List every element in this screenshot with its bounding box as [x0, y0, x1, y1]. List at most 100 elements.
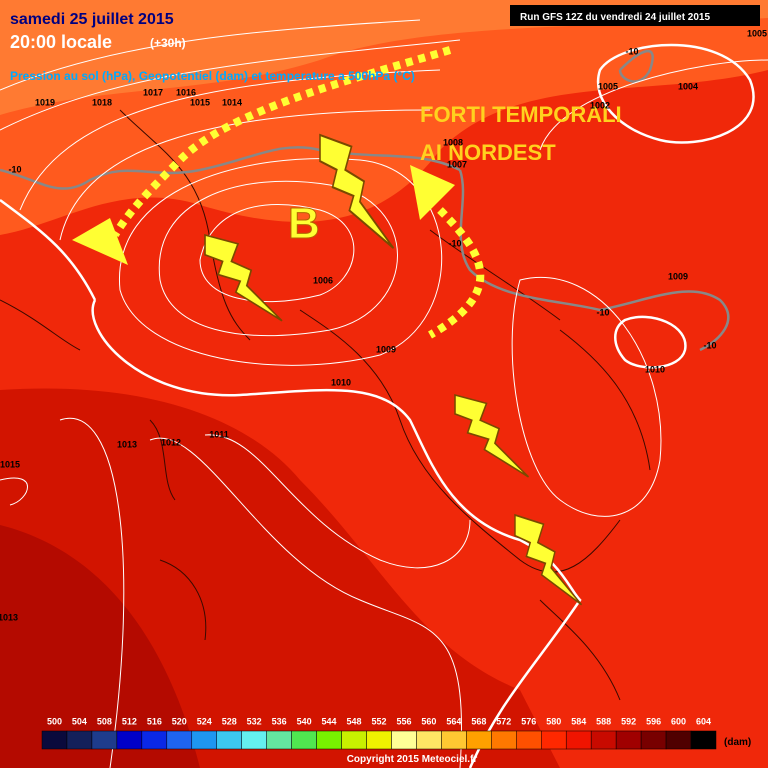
isobar-label: 1004: [678, 81, 698, 91]
scale-swatch: [241, 730, 267, 750]
scale-label: 568: [471, 716, 486, 726]
isobar-label: 1018: [92, 97, 112, 107]
scale-label: 544: [322, 716, 337, 726]
island-outline: [149, 419, 621, 701]
isobar-label: 1010: [645, 364, 665, 374]
coastline: [0, 109, 651, 573]
scale-label: 556: [396, 716, 411, 726]
warmer-zone: [0, 0, 768, 115]
scale-label: 572: [496, 716, 511, 726]
copyright: Copyright 2015 Meteociel.fr: [347, 754, 478, 765]
scale-label: 512: [122, 716, 137, 726]
isobar-label: 1014: [222, 97, 242, 107]
scale-swatch: [441, 730, 467, 750]
scale-swatch: [266, 730, 292, 750]
scale-swatch: [91, 730, 118, 750]
isobar-main: [614, 315, 687, 369]
isobar-label: 1009: [668, 271, 688, 281]
isobar: [0, 39, 461, 131]
scale-label: 576: [521, 716, 536, 726]
scale-swatch: [41, 730, 68, 750]
scale-label: 536: [272, 716, 287, 726]
scale-swatch: [366, 730, 392, 750]
arrows: [72, 46, 485, 339]
temperature-label: -10: [596, 307, 609, 317]
isobar: [158, 180, 398, 337]
isobar: [149, 437, 462, 768]
scale-label: 604: [696, 716, 711, 726]
temperature-label: -10: [8, 164, 21, 174]
scale-swatch: [590, 730, 617, 750]
low-pressure-marker: B: [288, 199, 320, 248]
isobar-main: [596, 43, 755, 144]
scale-label: 592: [621, 716, 636, 726]
scale-swatch: [416, 730, 442, 750]
isotherm: [618, 50, 654, 83]
scale-swatch: [391, 730, 417, 750]
isobar: [19, 69, 441, 211]
scale-swatch: [541, 730, 567, 750]
isobar-label: 1008: [443, 137, 463, 147]
isobar-label: 1017: [143, 87, 163, 97]
scale-label: 540: [297, 716, 312, 726]
scale-swatch: [690, 730, 717, 750]
isobar-label: 1005: [598, 81, 618, 91]
isobar-label: 1015: [0, 459, 20, 469]
isobar-label: 1012: [161, 437, 181, 447]
isobars: [0, 19, 768, 768]
scale-label: 504: [72, 716, 87, 726]
scale-label: 520: [172, 716, 187, 726]
isobar-label: 1013: [117, 439, 137, 449]
scale-label: 596: [646, 716, 661, 726]
isotherm: [458, 169, 730, 352]
run-box: [510, 5, 760, 26]
scale-swatch: [66, 730, 93, 750]
isotherm: [0, 146, 461, 190]
isobar: [59, 109, 431, 241]
scale-label: 552: [371, 716, 386, 726]
isobar-label: 1011: [209, 429, 229, 439]
isobar-main: [0, 198, 97, 301]
scale-swatch: [665, 730, 692, 750]
scale-label: 500: [47, 716, 62, 726]
isobar-label: 1007: [447, 159, 467, 169]
isobar: [0, 19, 421, 91]
arrow-head: [72, 218, 128, 265]
coastlines: [0, 109, 651, 701]
scale-swatch: [640, 730, 667, 750]
scale-swatch: [216, 730, 242, 750]
isobar-label: 1019: [35, 97, 55, 107]
isobar-label: 1013: [0, 612, 18, 622]
scale-swatch: [191, 730, 217, 750]
scale-swatch: [141, 730, 168, 750]
temperature-isotherms: [0, 50, 730, 352]
isobar-label: 1002: [590, 100, 610, 110]
temperature-label: -10: [703, 340, 716, 350]
scale-label: 532: [247, 716, 262, 726]
isobar-label: 1005: [747, 28, 767, 38]
isobar: [539, 59, 768, 151]
scale-swatch: [516, 730, 542, 750]
isobar-main: [91, 299, 582, 768]
scale-label: 508: [97, 716, 112, 726]
scale-label: 548: [347, 716, 362, 726]
isobar-label: 1016: [176, 87, 196, 97]
forecast-date: samedi 25 juillet 2015: [10, 11, 174, 28]
scale-swatch: [116, 730, 143, 750]
isobar: [204, 434, 471, 569]
map-description: Pression au sol (hPa), Geopotentiel (dam…: [10, 69, 415, 83]
dotted-arrow: [428, 207, 485, 339]
temperature-label: -10: [625, 46, 638, 56]
scale-swatch: [615, 730, 642, 750]
scale-swatch: [291, 730, 317, 750]
warning-text: FORTI TEMPORALI: [420, 102, 622, 127]
scale-label: 528: [222, 716, 237, 726]
warning-text: AI NORDEST: [420, 140, 556, 165]
scale-swatch: [491, 730, 517, 750]
scale-swatch: [341, 730, 367, 750]
scale-label: 588: [596, 716, 611, 726]
colder-zone: [0, 525, 200, 768]
